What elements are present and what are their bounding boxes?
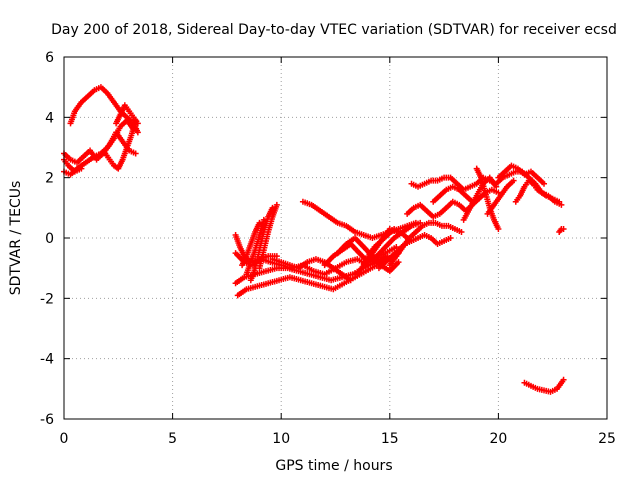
x-tick-label: 0 [60, 431, 69, 447]
data-point [560, 376, 567, 383]
y-tick-label: 6 [45, 50, 54, 66]
axis-ticks [63, 56, 608, 420]
data-point [256, 219, 263, 226]
y-tick-label: -2 [40, 291, 54, 307]
data-point [458, 228, 465, 235]
data-point [347, 277, 354, 284]
data-point [260, 216, 267, 223]
x-tick-label: 10 [272, 431, 290, 447]
y-tick-label: -4 [40, 352, 54, 368]
data-point [493, 183, 500, 190]
data-point [132, 150, 139, 157]
data-point [495, 225, 502, 232]
y-tick-label: 2 [45, 171, 54, 187]
data-point [273, 201, 280, 208]
y-axis-label: SDTVAR / TECUs [8, 181, 24, 296]
chart-title: Day 200 of 2018, Sidereal Day-to-day VTE… [51, 22, 617, 38]
data-point [269, 204, 276, 211]
grid-lines [64, 57, 607, 419]
x-tick-label: 5 [168, 431, 177, 447]
data-point [134, 129, 141, 136]
data-point [78, 165, 85, 172]
data-point [556, 198, 563, 205]
y-tick-label: -6 [40, 412, 54, 428]
data-point [447, 235, 454, 241]
data-point [510, 177, 517, 184]
data-point [395, 259, 402, 266]
data-point [541, 180, 548, 187]
y-tick-label: 0 [45, 231, 54, 247]
data-point [560, 225, 567, 232]
y-tick-label: 4 [45, 110, 54, 126]
x-tick-label: 25 [598, 431, 616, 447]
tick-labels: 0 5 10 15 20 25 -6 -4 -2 0 2 4 6 [40, 50, 616, 447]
data-point [558, 201, 565, 208]
data-points [61, 84, 567, 395]
x-tick-label: 20 [489, 431, 507, 447]
data-point [134, 120, 141, 127]
x-axis-label: GPS time / hours [275, 458, 392, 474]
x-tick-label: 15 [381, 431, 399, 447]
